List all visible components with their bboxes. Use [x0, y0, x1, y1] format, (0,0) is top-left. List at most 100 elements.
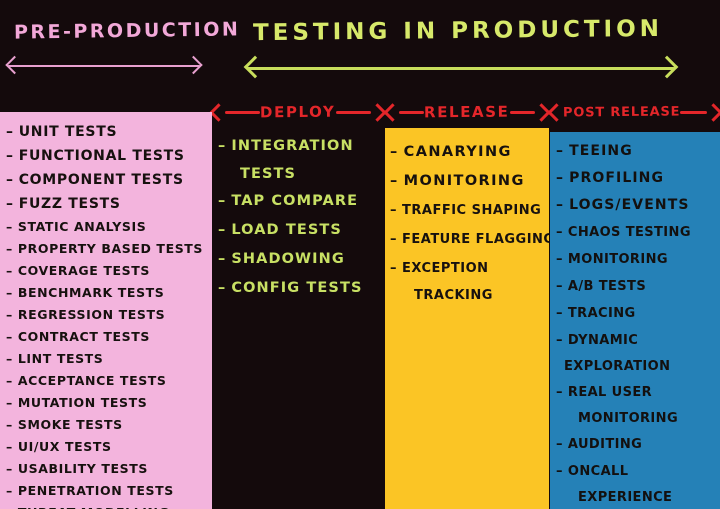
column-release: – CANARYING – MONITORING – TRAFFIC SHAPING – FE…: [385, 128, 549, 509]
list-item-pre-production: – FUNCTIONAL TESTS: [6, 144, 212, 168]
list-item-pre-production-label: PROPERTY BASED TESTS: [17, 241, 204, 256]
list-deploy: – INTEGRATION TESTS – TAP COMPARE – LOAD TESTS…: [214, 126, 384, 303]
list-item-post-release-label: LOGS/EVENTS: [569, 197, 690, 213]
list-item-post-release: – AUDITING: [556, 431, 720, 458]
dash-bullet-icon: –: [556, 385, 563, 400]
dash-bullet-icon: –: [390, 261, 397, 276]
list-item-deploy-label: TAP COMPARE: [231, 193, 359, 209]
list-item-pre-production: – ACCEPTANCE TESTS: [6, 370, 212, 392]
right-arrow-icon: [704, 102, 720, 122]
list-item-post-release: – A/B TESTS: [556, 273, 720, 300]
dash-bullet-icon: –: [390, 232, 397, 247]
list-item-post-release-label: CHAOS TESTING: [567, 225, 691, 240]
list-item-deploy: – INTEGRATION TESTS: [218, 132, 384, 187]
list-item-post-release: – DYNAMIC EXPLORATION: [556, 327, 720, 379]
testing-in-production-span-arrow: [243, 55, 679, 79]
phase-header-release: RELEASE: [383, 100, 551, 124]
list-item-deploy-label: INTEGRATION: [231, 138, 354, 154]
list-post-release: – TEEING – PROFILING – LOGS/EVENTS – CHAOS TEST…: [550, 132, 720, 509]
list-item-release: – EXCEPTION TRACKING: [390, 254, 549, 309]
list-release: – CANARYING – MONITORING – TRAFFIC SHAPING – FE…: [385, 128, 549, 309]
list-item-release-label: CANARYING: [403, 144, 512, 160]
list-item-deploy: – TAP COMPARE: [218, 187, 384, 216]
list-item-pre-production: – SMOKE TESTS: [6, 414, 212, 436]
list-item-release: – FEATURE FLAGGING: [390, 225, 549, 254]
dash-bullet-icon: –: [6, 285, 13, 300]
list-item-pre-production: – BENCHMARK TESTS: [6, 282, 212, 304]
list-item-pre-production: – PROPERTY BASED TESTS: [6, 238, 212, 260]
list-item-pre-production: – STATIC ANALYSIS: [6, 216, 212, 238]
arrow-shaft: [225, 110, 261, 114]
list-item-post-release-label-cont: EXPERIENCE: [578, 490, 673, 505]
dash-bullet-icon: –: [6, 461, 13, 476]
list-item-release: – TRAFFIC SHAPING: [390, 196, 549, 225]
arrow-shaft: [335, 110, 371, 114]
list-item-post-release-label: PROFILING: [569, 170, 665, 186]
phase-header-post-release: POST RELEASE: [547, 100, 720, 124]
list-item-pre-production-label: FUNCTIONAL TESTS: [18, 148, 185, 164]
list-item-pre-production-label: FUZZ TESTS: [18, 196, 121, 212]
pre-production-span-arrow: [5, 55, 203, 75]
left-arrow-icon: [383, 102, 402, 122]
dash-bullet-icon: –: [6, 219, 13, 234]
list-item-deploy: – SHADOWING: [218, 245, 384, 274]
list-item-deploy: – LOAD TESTS: [218, 216, 384, 245]
list-item-pre-production: – PENETRATION TESTS: [6, 480, 212, 502]
list-item-post-release: – MONITORING: [556, 246, 720, 273]
list-item-release-label: MONITORING: [403, 173, 525, 189]
dash-bullet-icon: –: [6, 351, 13, 366]
dash-bullet-icon: –: [390, 173, 399, 189]
dash-bullet-icon: –: [218, 251, 227, 267]
dash-bullet-icon: –: [6, 172, 14, 188]
list-item-release-label: TRAFFIC SHAPING: [402, 203, 542, 218]
list-item-pre-production-label: COVERAGE TESTS: [17, 263, 150, 278]
dash-bullet-icon: –: [6, 373, 13, 388]
list-item-pre-production-label: ACCEPTANCE TESTS: [17, 373, 167, 388]
dash-bullet-icon: –: [218, 280, 227, 296]
list-item-pre-production: – COMPONENT TESTS: [6, 168, 212, 192]
dash-bullet-icon: –: [6, 307, 13, 322]
list-item-pre-production: – REGRESSION TESTS: [6, 304, 212, 326]
dash-bullet-icon: –: [556, 143, 565, 159]
dash-bullet-icon: –: [556, 170, 565, 186]
phase-label-release: RELEASE: [424, 102, 510, 122]
list-item-post-release-label: MONITORING: [567, 252, 668, 267]
dash-bullet-icon: –: [6, 241, 13, 256]
left-arrow-icon: [5, 55, 24, 75]
dash-bullet-icon: –: [218, 222, 227, 238]
list-item-release-label: EXCEPTION: [402, 261, 489, 276]
list-item-post-release-label: DYNAMIC: [567, 333, 639, 348]
list-item-pre-production-label: BENCHMARK TESTS: [17, 285, 165, 300]
list-item-release-label-cont: TRACKING: [414, 288, 493, 303]
arrow-shaft: [247, 67, 675, 70]
dash-bullet-icon: –: [556, 252, 563, 267]
list-item-post-release-label: TRACING: [567, 306, 636, 321]
dash-bullet-icon: –: [6, 502, 13, 509]
list-item-pre-production-label: THREAT MODELLING: [18, 505, 170, 509]
list-item-pre-production: – UNIT TESTS: [6, 120, 212, 144]
list-item-pre-production-label: COMPONENT TESTS: [18, 172, 184, 188]
arrow-shaft: [8, 65, 200, 67]
dash-bullet-icon: –: [6, 395, 13, 410]
dash-bullet-icon: –: [556, 464, 563, 479]
list-item-pre-production: – USABILITY TESTS: [6, 458, 212, 480]
testing-in-production-heading: TESTING IN PRODUCTION: [252, 15, 664, 47]
dash-bullet-icon: –: [556, 225, 563, 240]
list-item-release-label: FEATURE FLAGGING: [402, 232, 549, 247]
list-item-pre-production-label: UI/UX TESTS: [17, 439, 112, 454]
list-item-pre-production-label: REGRESSION TESTS: [17, 307, 166, 322]
list-item-post-release-label-cont: MONITORING: [578, 411, 679, 426]
dash-bullet-icon: –: [556, 197, 565, 213]
right-arrow-icon: [655, 55, 679, 79]
list-item-post-release: – TEEING: [556, 138, 720, 165]
column-pre-production: – UNIT TESTS – FUNCTIONAL TESTS – COMPONENT T…: [0, 112, 212, 509]
list-item-release: – MONITORING: [390, 167, 549, 196]
dash-bullet-icon: –: [6, 263, 13, 278]
list-item-pre-production: – CONTRACT TESTS: [6, 326, 212, 348]
list-item-deploy: – CONFIG TESTS: [218, 274, 384, 303]
list-item-pre-production-label: USABILITY TESTS: [17, 461, 149, 476]
list-item-pre-production: – COVERAGE TESTS: [6, 260, 212, 282]
list-item-deploy-label: SHADOWING: [231, 251, 345, 267]
list-pre-production: – UNIT TESTS – FUNCTIONAL TESTS – COMPONENT T…: [0, 112, 212, 509]
list-item-post-release: – ONCALL EXPERIENCE: [556, 458, 720, 509]
